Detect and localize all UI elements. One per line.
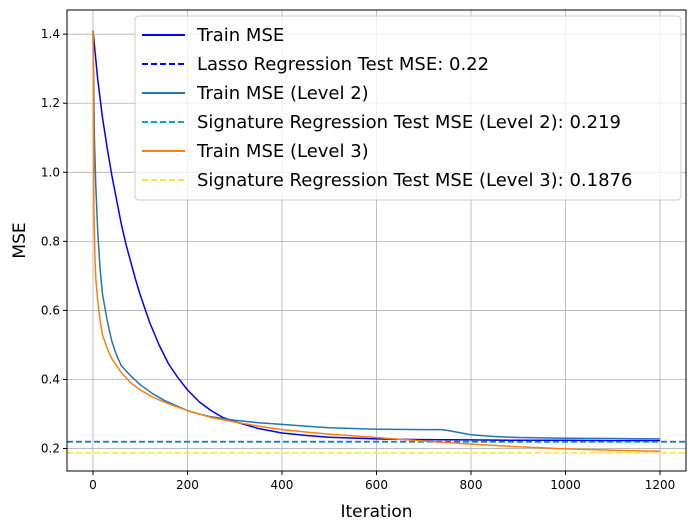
x-tick-label: 1200: [645, 478, 676, 492]
x-axis-label: Iteration: [340, 502, 412, 522]
legend-label: Signature Regression Test MSE (Level 3):…: [197, 170, 632, 191]
x-tick-label: 800: [460, 478, 483, 492]
x-tick-label: 600: [365, 478, 388, 492]
legend-label: Train MSE: [196, 25, 284, 46]
y-axis-label: MSE: [10, 222, 30, 258]
y-tick-label: 0.6: [41, 303, 60, 317]
y-tick-label: 0.4: [41, 372, 60, 386]
y-tick-label: 1.4: [41, 27, 60, 41]
series-layer: [67, 30, 686, 454]
legend: Train MSE Lasso Regression Test MSE: 0.22…: [134, 15, 682, 201]
legend-label: Lasso Regression Test MSE: 0.22: [197, 54, 489, 75]
y-tick-label: 1.2: [41, 96, 60, 110]
series-0-train-mse-line: [92, 30, 660, 442]
x-tick-label: 1000: [550, 478, 581, 492]
y-tick-label: 1.0: [41, 165, 60, 179]
legend-label: Train MSE (Level 3): [196, 141, 369, 162]
legend-label: Signature Regression Test MSE (Level 2):…: [197, 112, 621, 133]
ticks: 0 200 400 600 800 1000 1200 0.2 0.4 0.6 0.8 1.0 1.2 1…: [41, 27, 675, 492]
x-tick-label: 400: [271, 478, 294, 492]
x-tick-label: 0: [89, 478, 97, 492]
x-tick-label: 200: [176, 478, 199, 492]
legend-label: Train MSE (Level 2): [196, 83, 369, 104]
y-tick-label: 0.2: [41, 442, 60, 456]
legend-frame: [134, 15, 682, 201]
y-tick-label: 0.8: [41, 234, 60, 248]
series-4-train-mse-level-3-line: [92, 30, 661, 453]
